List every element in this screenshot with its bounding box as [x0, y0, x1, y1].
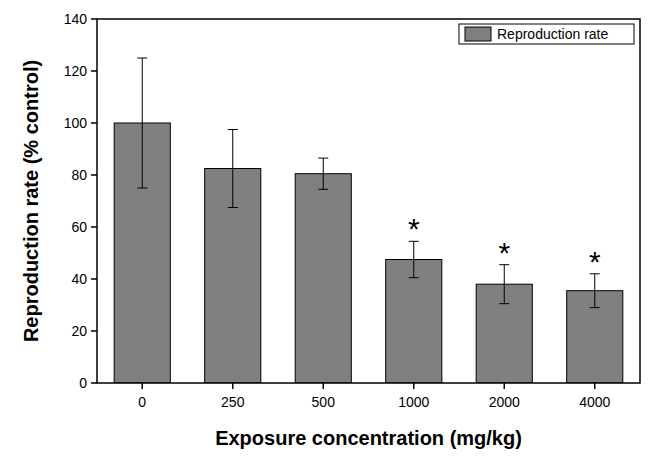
y-tick — [91, 330, 97, 332]
legend-swatch — [465, 27, 491, 41]
legend-box — [459, 24, 634, 44]
y-tick-label: 40 — [71, 271, 87, 287]
plot-area — [114, 58, 623, 383]
y-tick-label: 100 — [64, 115, 88, 131]
x-tick-label: 4000 — [579, 394, 610, 410]
x-tick-label: 2000 — [489, 394, 520, 410]
y-tick — [91, 174, 97, 176]
y-tick — [91, 278, 97, 280]
y-tick — [91, 382, 97, 384]
y-tick-label: 0 — [79, 375, 87, 391]
error-bar — [409, 241, 419, 277]
significance-mark: * — [498, 236, 510, 269]
y-tick — [91, 122, 97, 124]
x-tick-label: 500 — [312, 394, 336, 410]
x-tick — [594, 383, 596, 389]
y-axis-label: Reproduction rate (% control) — [20, 60, 42, 342]
y-tick-label: 60 — [71, 219, 87, 235]
error-bar — [228, 130, 238, 208]
error-bar — [137, 58, 147, 188]
error-bar — [499, 265, 509, 304]
error-bar — [318, 158, 328, 189]
y-tick — [91, 226, 97, 228]
x-tick — [142, 383, 144, 389]
chart: 0 20 40 60 80 100 120 140 0 250 500 1000 2000 4000 * * *… — [0, 0, 660, 461]
x-axis-label: Exposure concentration (mg/kg) — [215, 427, 522, 449]
y-tick — [91, 18, 97, 20]
x-tick-label: 0 — [138, 394, 146, 410]
significance-mark: * — [408, 212, 420, 245]
bar — [295, 174, 351, 383]
significance-mark: * — [589, 245, 601, 278]
x-tick — [323, 383, 325, 389]
error-bar — [590, 274, 600, 308]
y-tick-label: 140 — [64, 11, 88, 27]
x-tick-label: 250 — [221, 394, 245, 410]
legend: Reproduction rate — [459, 24, 634, 44]
y-tick-label: 120 — [64, 63, 88, 79]
frame — [97, 19, 640, 383]
y-tick-label: 20 — [71, 323, 87, 339]
x-tick — [504, 383, 506, 389]
y-tick-label: 80 — [71, 167, 87, 183]
y-tick — [91, 70, 97, 72]
legend-label: Reproduction rate — [497, 26, 609, 42]
x-tick-label: 1000 — [398, 394, 429, 410]
x-tick — [232, 383, 234, 389]
x-tick — [413, 383, 415, 389]
